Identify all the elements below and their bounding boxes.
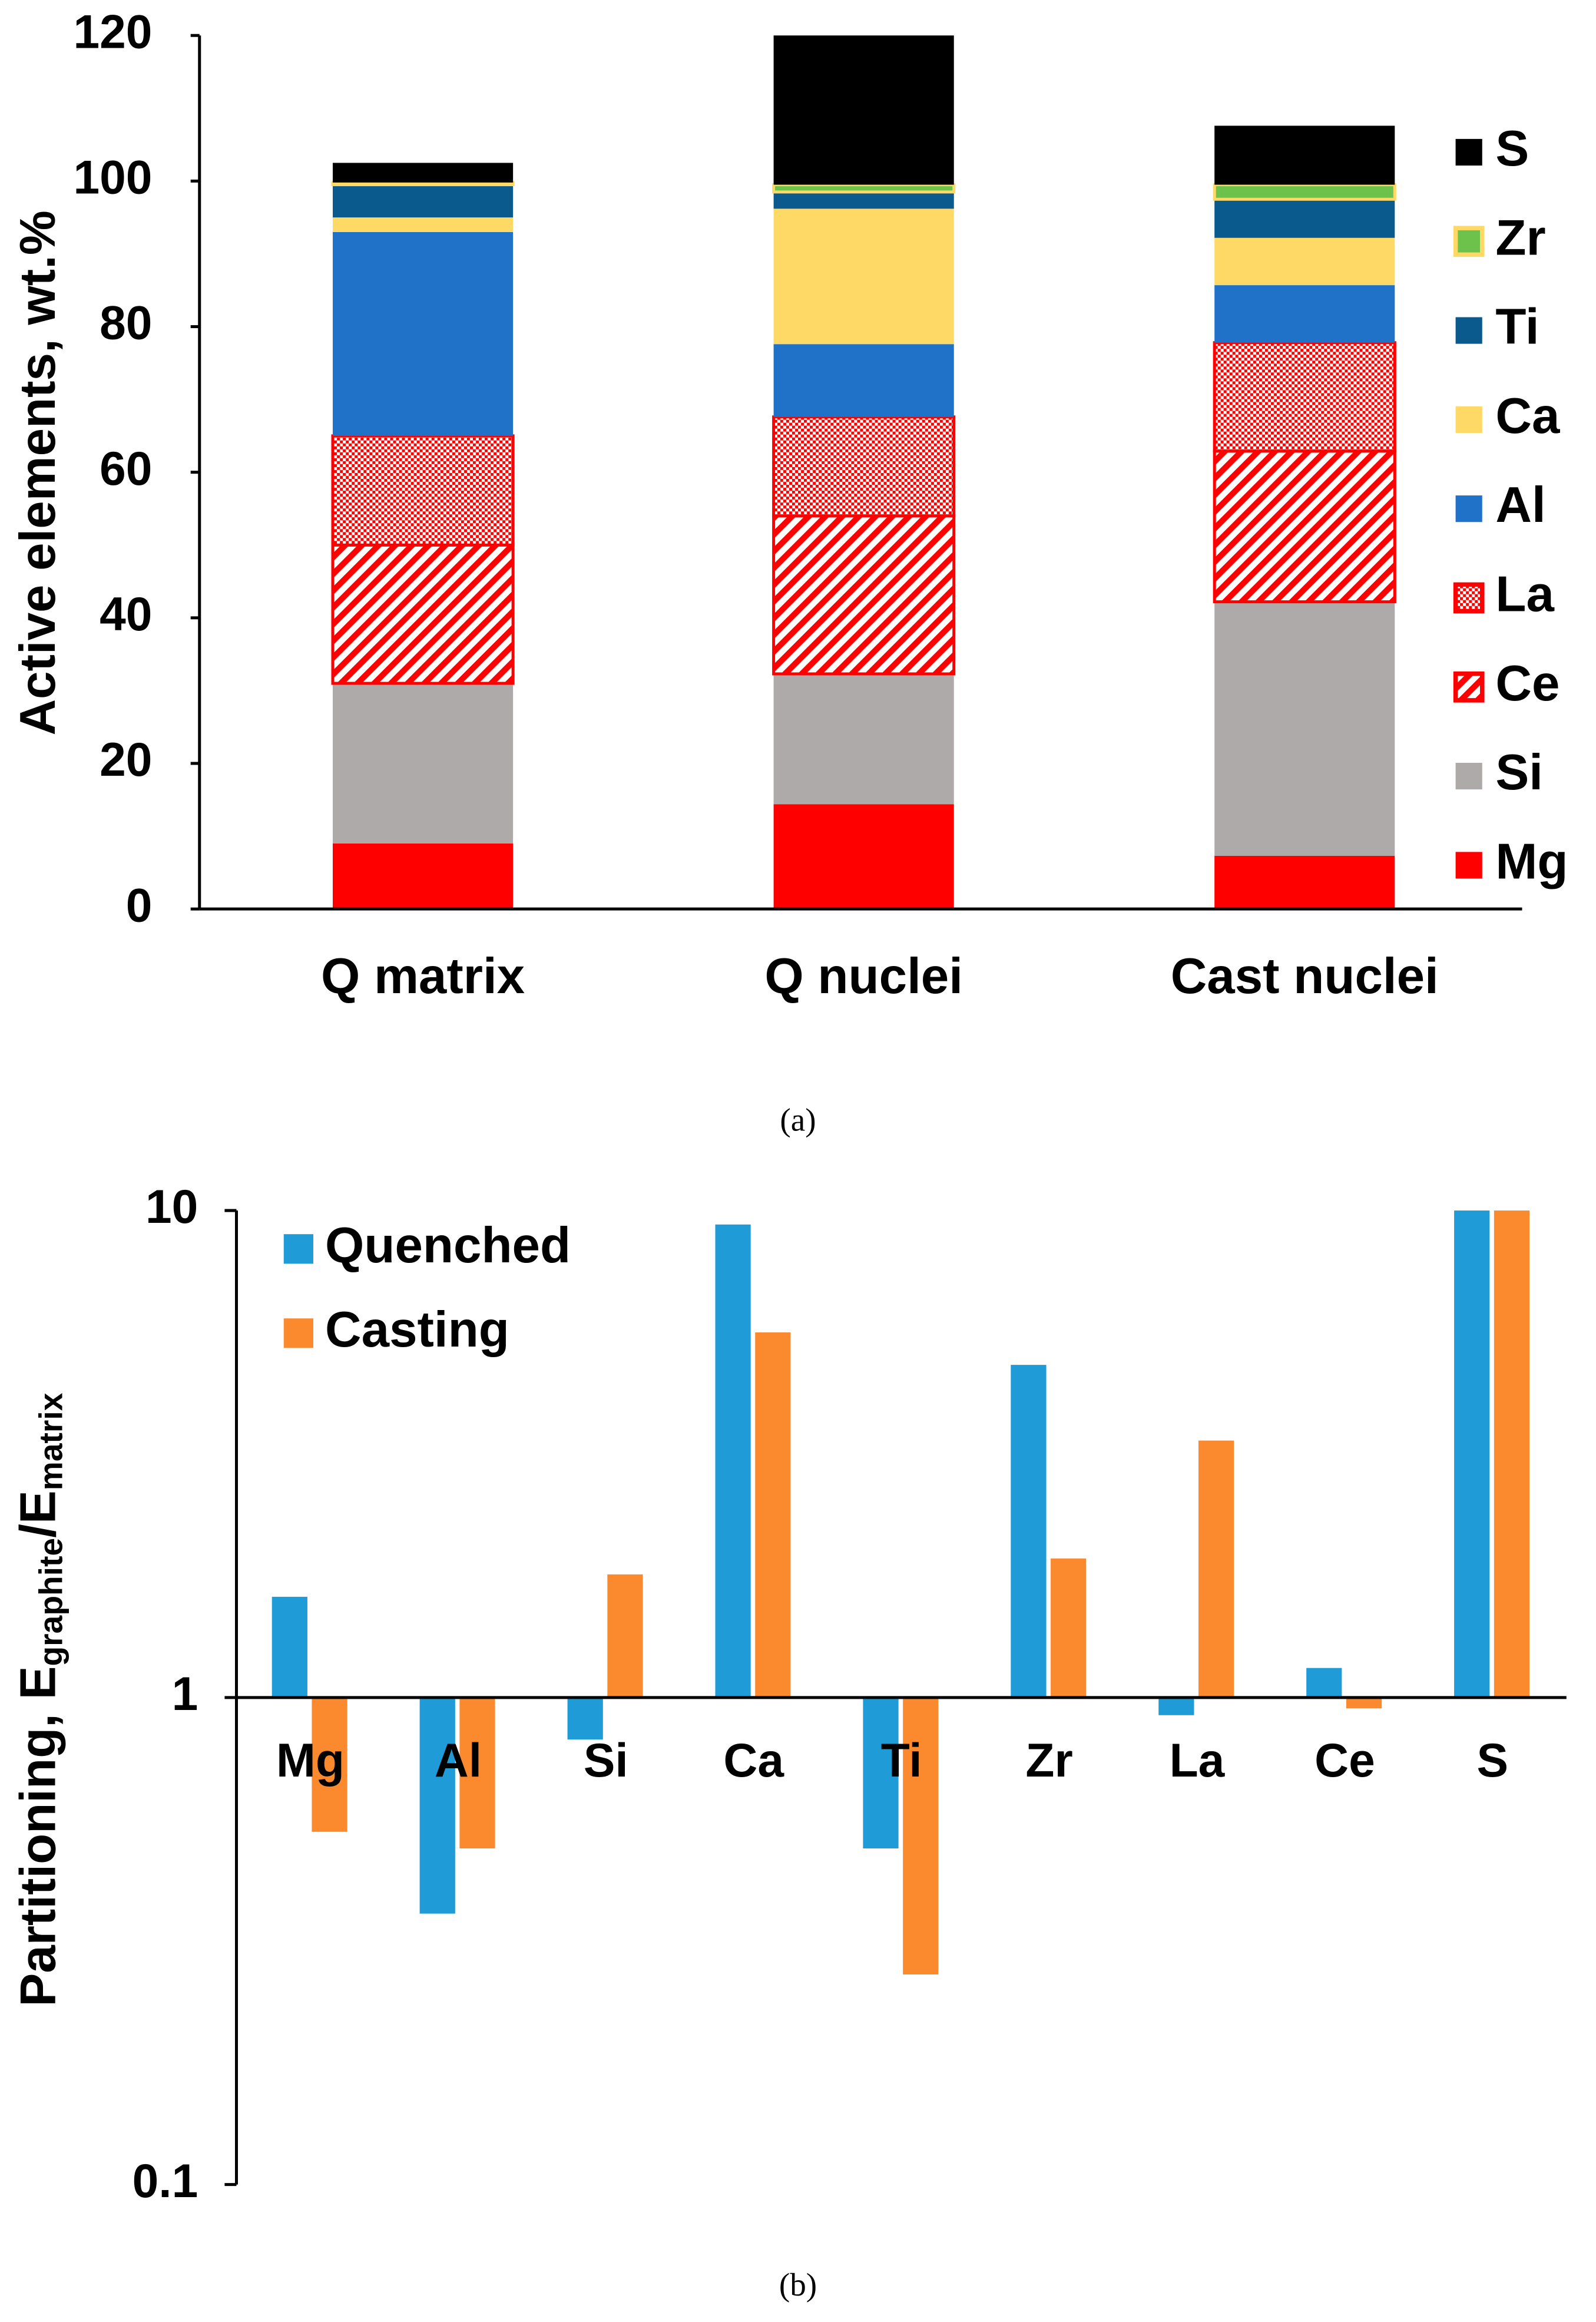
bar-segment [331, 434, 515, 547]
bar [903, 1697, 939, 1974]
bar-segment [773, 209, 954, 345]
y-title-sub: matrix [32, 1392, 69, 1490]
bar-segment [333, 217, 514, 232]
bar-segment [773, 674, 954, 805]
legend-swatch [1453, 671, 1485, 703]
y-tick-label: 40 [100, 588, 152, 641]
x-tick-label: S [1477, 1734, 1509, 1787]
bar [715, 1224, 751, 1698]
bar [567, 1697, 603, 1740]
y-tick-label: 20 [100, 733, 152, 786]
legend-swatch [1453, 226, 1485, 257]
bar-segment [333, 163, 514, 183]
x-tick-label: Q matrix [321, 948, 525, 1004]
bar-segment [331, 181, 515, 187]
bar [1454, 1210, 1490, 1698]
bar [459, 1697, 495, 1848]
bar-segment [1214, 125, 1395, 185]
bar-segment [1213, 449, 1396, 604]
legend-label: Ti [1495, 299, 1539, 355]
legend-label: Si [1495, 745, 1543, 801]
bar [419, 1697, 455, 1914]
legend-label: La [1495, 567, 1554, 623]
x-tick-label: La [1170, 1734, 1226, 1787]
bar-segment [333, 843, 514, 909]
y-tick-label: 100 [74, 151, 153, 204]
x-tick-label: Al [435, 1734, 482, 1787]
x-tick-label: Zr [1025, 1734, 1072, 1787]
legend-swatch [1453, 582, 1485, 614]
caption: (b) [779, 2267, 817, 2303]
legend-label: Ce [1495, 656, 1559, 712]
bar [1306, 1668, 1342, 1698]
y-tick-label: 80 [100, 297, 152, 350]
bar [1051, 1558, 1087, 1698]
x-tick-label: Cast nuclei [1171, 948, 1439, 1004]
bar-segment [333, 184, 514, 218]
y-tick-label: 60 [100, 442, 152, 495]
x-tick-label: Q nuclei [764, 948, 963, 1004]
bar [1346, 1697, 1382, 1709]
x-tick-label: Ti [881, 1734, 922, 1787]
y-title-sub: graphite [32, 1538, 69, 1666]
legend-swatch [1455, 317, 1482, 344]
bar [863, 1697, 899, 1848]
y-title-part: Partitioning, E [10, 1666, 66, 2007]
bar [312, 1697, 347, 1832]
y-tick-label: 0.1 [133, 2155, 198, 2208]
bar [271, 1596, 307, 1698]
bar [1158, 1697, 1194, 1715]
y-tick-label: 1 [172, 1668, 198, 1721]
bar-segment [1213, 341, 1396, 453]
y-title-part: /E [10, 1490, 66, 1538]
bar [1011, 1365, 1047, 1698]
y-axis-title: Partitioning, Egraphite/Ematrix [10, 1392, 69, 2006]
bar-segment [773, 804, 954, 909]
bar-segment [333, 231, 514, 436]
legend-label: Al [1495, 477, 1545, 533]
bar [607, 1574, 643, 1698]
bar-segment [1214, 601, 1395, 856]
legend-label: Quenched [325, 1218, 571, 1274]
y-tick-label: 120 [74, 5, 153, 58]
legend-label: Ca [1495, 388, 1560, 444]
bar-segment [331, 543, 515, 685]
y-tick-label: 0 [126, 879, 153, 932]
bar-segment [1214, 199, 1395, 238]
bar-segment [1214, 855, 1395, 909]
legend-swatch [283, 1318, 313, 1348]
y-tick-label: 10 [145, 1180, 198, 1233]
bar-segment [773, 191, 954, 209]
legend-swatch [283, 1234, 313, 1264]
caption: (a) [780, 1102, 816, 1138]
bar [1198, 1440, 1234, 1698]
bar-segment [333, 683, 514, 844]
legend-swatch [1455, 406, 1482, 433]
y-axis-title: Active elements, wt.% [10, 210, 66, 735]
bar [1494, 1210, 1530, 1698]
bar-segment [1214, 285, 1395, 343]
bar-segment [772, 415, 956, 518]
bar-segment [773, 344, 954, 417]
bar-segment [772, 183, 956, 194]
bar-segment [1213, 183, 1396, 201]
bar-segment [772, 514, 956, 676]
legend-swatch [1455, 852, 1482, 879]
bar-segment [773, 35, 954, 185]
legend-label: Casting [325, 1302, 509, 1358]
bar [755, 1332, 791, 1698]
legend-swatch [1455, 138, 1482, 166]
bar-segment [1214, 237, 1395, 286]
legend-label: Zr [1495, 210, 1545, 266]
x-tick-label: Ca [723, 1734, 784, 1787]
x-tick-label: Si [584, 1734, 628, 1787]
legend-swatch [1455, 495, 1482, 522]
legend-swatch [1455, 763, 1482, 790]
legend-label: Mg [1495, 833, 1568, 889]
x-tick-label: Mg [276, 1734, 345, 1787]
x-tick-label: Ce [1314, 1734, 1375, 1787]
legend-label: S [1495, 121, 1529, 177]
